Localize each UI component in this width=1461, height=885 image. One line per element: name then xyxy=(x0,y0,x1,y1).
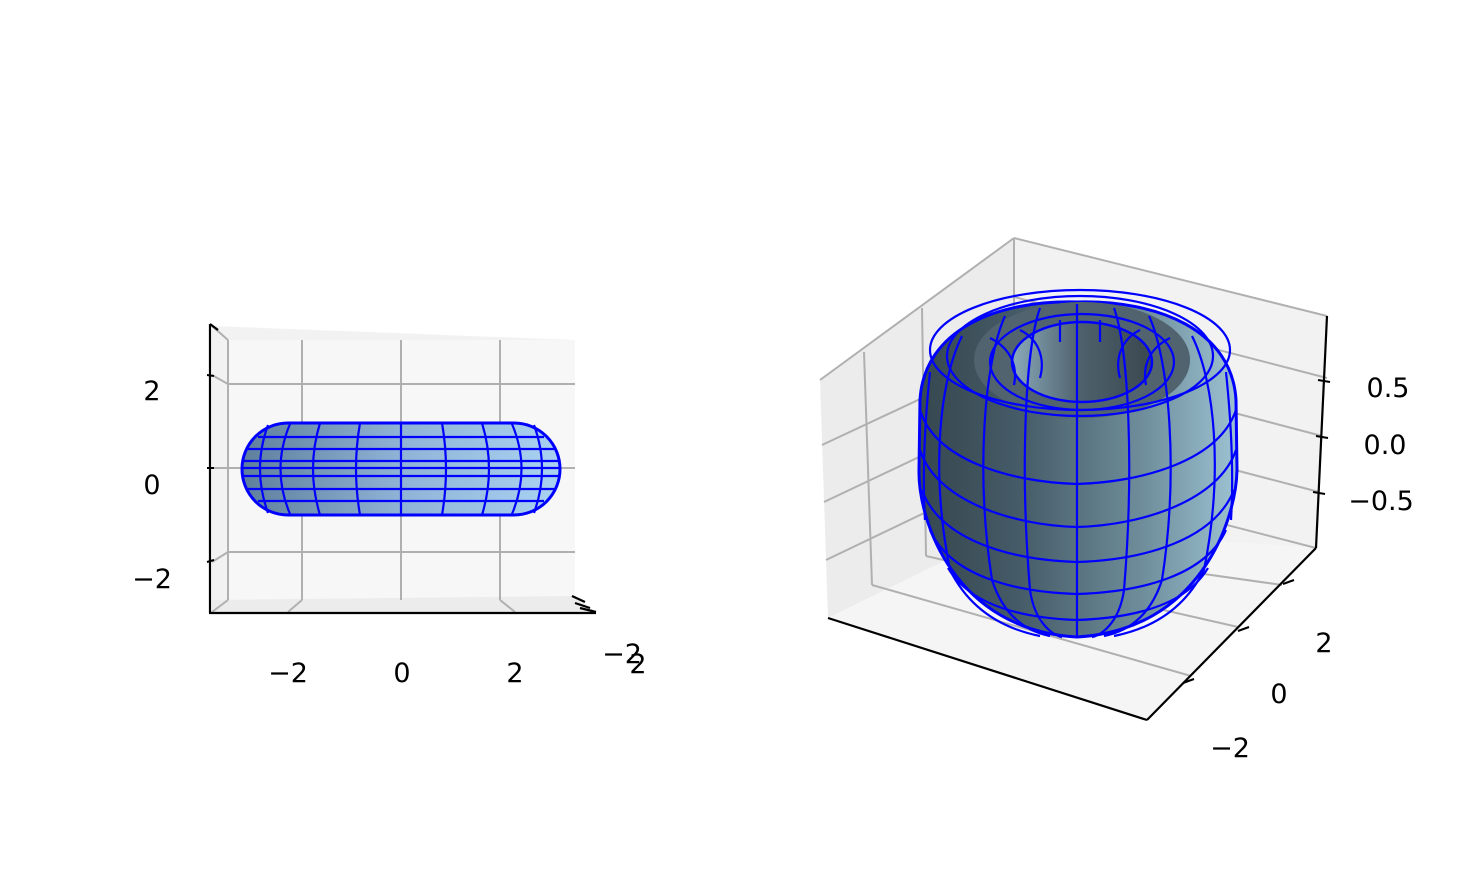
right-y-tick-label: 0 xyxy=(1270,679,1287,710)
left-y-tick-labels: −2 2 xyxy=(602,639,647,680)
left-y-tick-label: 2 xyxy=(629,649,646,680)
right-tick-marks xyxy=(1182,379,1331,684)
right-y-tick-label: 2 xyxy=(1315,628,1332,659)
right-y-tick-labels: 2 0 −2 xyxy=(1210,628,1333,764)
left-x-tick-label: 2 xyxy=(506,658,523,689)
left-z-tick-label: 0 xyxy=(143,470,160,501)
right-y-tick-label: −2 xyxy=(1210,733,1250,764)
left-torus-surface xyxy=(240,421,562,517)
left-z-tick-label: 2 xyxy=(143,376,160,407)
subplot-right: 0.5 0.0 −0.5 2 0 −2 xyxy=(819,237,1414,764)
left-y-tick-label: −2 xyxy=(602,639,642,670)
left-x-tick-labels: −2 0 2 xyxy=(268,658,524,689)
right-z-tick-label: 0.5 xyxy=(1367,373,1410,404)
right-axis-lines xyxy=(827,315,1329,722)
left-z-tick-label: −2 xyxy=(132,564,172,595)
left-tick-marks xyxy=(206,374,215,563)
left-x-tick-label: −2 xyxy=(268,658,308,689)
left-z-tick-labels: 2 0 −2 xyxy=(132,376,172,595)
right-z-tick-labels: 0.5 0.0 −0.5 xyxy=(1348,373,1414,517)
left-x-tick-label: 0 xyxy=(393,658,410,689)
right-z-tick-label: −0.5 xyxy=(1348,486,1414,517)
subplot-left: −2 0 2 2 0 −2 −2 2 xyxy=(132,323,647,689)
right-z-tick-label: 0.0 xyxy=(1364,430,1407,461)
right-torus-surface xyxy=(917,288,1239,639)
